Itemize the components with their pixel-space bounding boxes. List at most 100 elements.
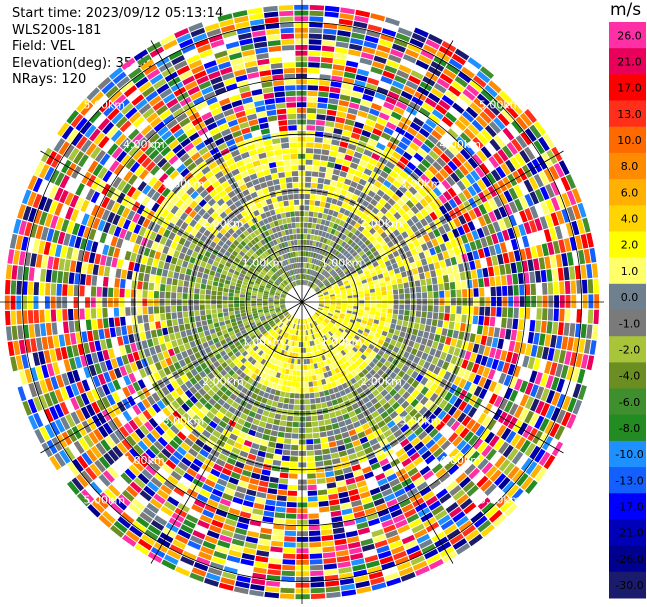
velocity-gate [262, 299, 268, 302]
velocity-gate [363, 350, 370, 357]
velocity-gate [92, 264, 99, 276]
velocity-gate [367, 392, 375, 401]
velocity-gate [45, 322, 52, 336]
velocity-gate [269, 476, 279, 483]
velocity-gate [369, 227, 376, 235]
velocity-gate [346, 351, 353, 358]
velocity-gate [131, 307, 137, 316]
velocity-gate [462, 480, 475, 493]
velocity-gate [519, 380, 529, 393]
velocity-gate [56, 309, 62, 322]
velocity-gate [558, 239, 566, 253]
velocity-gate [425, 439, 436, 449]
velocity-gate [88, 252, 96, 264]
velocity-gate [286, 421, 293, 427]
velocity-gate [483, 246, 491, 258]
velocity-gate [333, 285, 339, 289]
velocity-gate [194, 310, 200, 317]
velocity-gate [432, 145, 443, 156]
velocity-gate [336, 35, 350, 43]
velocity-gate [391, 401, 400, 410]
velocity-gate [365, 250, 372, 257]
velocity-gate [323, 280, 329, 285]
velocity-gate [408, 550, 423, 561]
velocity-gate [386, 313, 393, 319]
velocity-gate [408, 101, 421, 111]
velocity-gate [321, 149, 330, 156]
velocity-gate [455, 424, 465, 435]
velocity-gate [452, 451, 464, 463]
velocity-gate [407, 256, 415, 264]
velocity-gate [487, 266, 495, 277]
velocity-gate [400, 194, 409, 203]
velocity-gate [91, 275, 98, 286]
velocity-gate [493, 265, 500, 276]
velocity-gate [319, 506, 330, 513]
velocity-gate [340, 189, 348, 196]
velocity-gate [312, 252, 317, 258]
velocity-gate [152, 258, 159, 268]
velocity-gate [379, 170, 389, 179]
velocity-gate [485, 142, 497, 155]
velocity-gate [567, 397, 577, 413]
velocity-gate [356, 281, 362, 286]
velocity-gate [514, 378, 523, 391]
velocity-gate [308, 275, 312, 281]
velocity-gate [294, 22, 309, 27]
velocity-gate [350, 38, 364, 46]
velocity-gate [350, 181, 358, 188]
velocity-gate [370, 350, 377, 357]
velocity-gate [317, 212, 323, 219]
velocity-gate [350, 132, 361, 140]
velocity-gate [393, 106, 405, 116]
velocity-gate [400, 116, 412, 126]
velocity-gate [456, 180, 467, 191]
velocity-gate [288, 484, 298, 491]
velocity-gate [451, 468, 464, 480]
velocity-gate [357, 379, 365, 387]
velocity-gate [361, 344, 368, 351]
velocity-gate [416, 86, 430, 97]
velocity-gate [542, 282, 548, 295]
velocity-gate [362, 396, 370, 404]
velocity-gate [333, 324, 340, 330]
velocity-gate [359, 57, 373, 66]
velocity-gate [331, 174, 339, 181]
velocity-gate [493, 438, 505, 451]
velocity-gate [265, 586, 280, 593]
velocity-gate [280, 414, 287, 421]
velocity-gate [308, 507, 319, 514]
velocity-gate [418, 54, 432, 65]
velocity-gate [294, 16, 309, 22]
velocity-gate [545, 405, 556, 419]
velocity-gate [443, 428, 454, 439]
velocity-gate [335, 306, 341, 309]
velocity-gate [514, 153, 526, 167]
velocity-gate [248, 410, 256, 418]
velocity-gate [115, 326, 122, 337]
velocity-gate [373, 373, 381, 380]
velocity-gate [335, 41, 349, 49]
velocity-gate [361, 236, 368, 243]
velocity-gate [443, 524, 458, 536]
velocity-gate [364, 328, 370, 334]
velocity-gate [469, 352, 477, 363]
velocity-gate [360, 243, 367, 250]
velocity-gate [306, 274, 309, 280]
velocity-gate [441, 361, 450, 371]
velocity-gate [458, 164, 469, 176]
velocity-gate [367, 190, 376, 198]
velocity-gate [370, 102, 382, 112]
velocity-gate [425, 495, 438, 506]
velocity-gate [351, 402, 359, 410]
velocity-gate [307, 490, 318, 496]
velocity-gate [338, 358, 344, 365]
velocity-gate [311, 229, 316, 235]
velocity-gate [355, 321, 361, 326]
velocity-gate [393, 392, 402, 401]
velocity-gate [282, 380, 288, 386]
velocity-gate [239, 303, 245, 307]
velocity-gate [345, 477, 356, 485]
velocity-gate [257, 544, 270, 552]
velocity-gate [358, 364, 365, 371]
